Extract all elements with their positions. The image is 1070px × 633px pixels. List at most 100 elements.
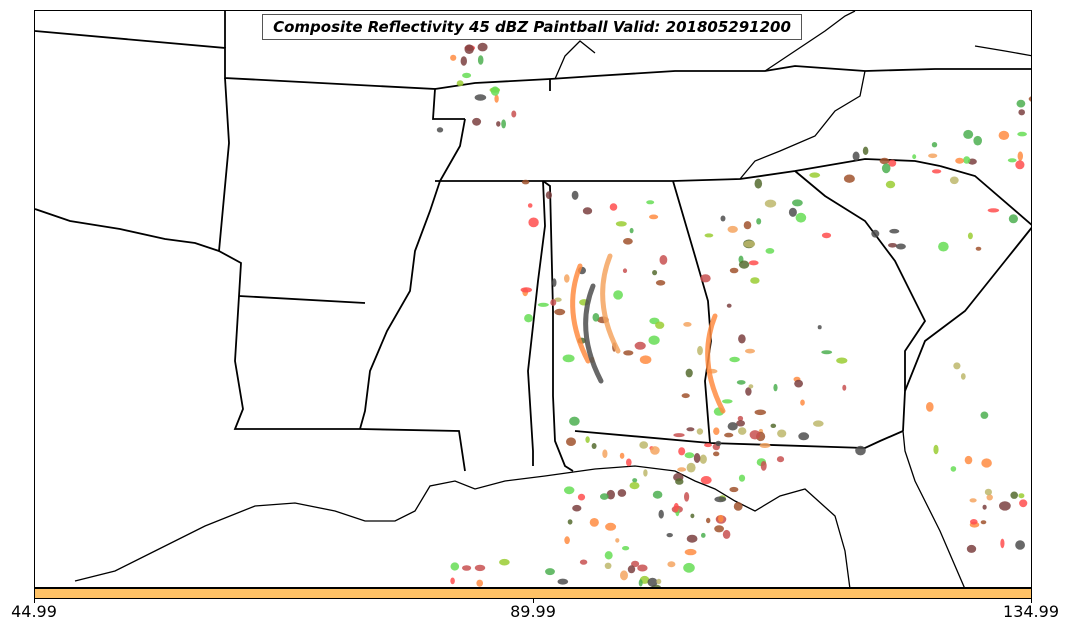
paintball-blob bbox=[986, 494, 993, 501]
paintball-blob bbox=[1010, 491, 1018, 499]
paintball-blob bbox=[564, 274, 570, 283]
coast-path bbox=[974, 45, 1031, 57]
paintball-blob bbox=[637, 564, 648, 572]
paintball-blob bbox=[888, 159, 897, 167]
colorbar-tick-label: 134.99 bbox=[1003, 602, 1059, 621]
paintball-blob bbox=[650, 446, 660, 455]
colorbar bbox=[34, 588, 1032, 599]
paintball-blob bbox=[511, 110, 517, 118]
paintball-blob bbox=[999, 501, 1011, 511]
paintball-blob bbox=[895, 243, 906, 250]
paintball-blob bbox=[557, 578, 569, 585]
paintball-blob bbox=[690, 513, 695, 519]
paintball-blob bbox=[604, 562, 612, 569]
paintball-blob bbox=[765, 248, 775, 254]
paintball-blob bbox=[843, 174, 855, 183]
border-path bbox=[574, 430, 904, 449]
paintball-blob bbox=[718, 514, 724, 523]
border-path bbox=[435, 158, 941, 182]
paintball-blob bbox=[564, 536, 570, 545]
paintball-blob bbox=[871, 229, 880, 238]
paintball-blob bbox=[738, 474, 746, 482]
paintball-blob bbox=[1007, 158, 1017, 163]
paintball-blob bbox=[969, 498, 977, 503]
paintball-blob bbox=[613, 290, 623, 300]
paintball-blob bbox=[521, 179, 530, 185]
paintball-blob bbox=[585, 436, 590, 443]
paintball-blob bbox=[683, 322, 692, 327]
paintball-blob bbox=[862, 146, 869, 155]
paintball-blob bbox=[960, 373, 966, 380]
paintball-blob bbox=[967, 232, 973, 240]
paintball-blob bbox=[928, 153, 938, 159]
paintball-blob bbox=[450, 562, 460, 571]
paintball-blob bbox=[686, 427, 695, 432]
paintball-blob bbox=[722, 399, 733, 404]
paintball-blob bbox=[773, 383, 778, 392]
paintball-blob bbox=[697, 345, 703, 356]
coast-path bbox=[554, 40, 596, 80]
colorbar-tick-label: 89.99 bbox=[510, 602, 556, 621]
paintball-blob bbox=[528, 217, 539, 228]
coast-path bbox=[902, 430, 965, 587]
paintball-blob bbox=[436, 127, 444, 133]
paintball-blob bbox=[648, 335, 660, 345]
paintball-blob bbox=[748, 260, 759, 266]
paintball-blob bbox=[524, 314, 533, 323]
paintball-blob bbox=[701, 532, 706, 538]
paintball-blob bbox=[1016, 99, 1026, 108]
paintball-blob bbox=[623, 238, 633, 245]
map-panel bbox=[34, 10, 1032, 588]
paintball-blob bbox=[729, 486, 739, 493]
paintball-blob bbox=[987, 208, 1000, 213]
paintball-blob bbox=[881, 163, 891, 174]
paintball-blob bbox=[490, 86, 500, 96]
paintball-blob bbox=[1015, 540, 1025, 550]
paintball-blob bbox=[685, 368, 693, 378]
paintball-blob bbox=[748, 384, 754, 389]
paintball-blob bbox=[980, 520, 987, 525]
paintball-blob bbox=[792, 199, 803, 207]
paintball-blob bbox=[675, 478, 684, 485]
paintball-blob bbox=[681, 393, 690, 399]
paintball-blob bbox=[750, 277, 760, 284]
paintball-blob bbox=[821, 350, 833, 355]
paintball-blob bbox=[545, 191, 552, 200]
map-title: Composite Reflectivity 45 dBZ Paintball … bbox=[262, 14, 802, 40]
paintball-blob bbox=[736, 380, 746, 385]
paintball-blob bbox=[727, 225, 738, 233]
paintball-blob bbox=[727, 422, 738, 431]
paintball-blob bbox=[704, 443, 712, 448]
paintball-blob bbox=[713, 427, 720, 436]
paintball-blob bbox=[713, 451, 720, 457]
paintball-blob bbox=[795, 212, 807, 223]
border-path bbox=[542, 180, 574, 472]
paintball-blob bbox=[964, 455, 973, 465]
colorbar-tick-label: 44.99 bbox=[11, 602, 57, 621]
paintball-blob bbox=[745, 387, 752, 396]
paintball-blob bbox=[798, 432, 810, 441]
paintball-blobs bbox=[436, 17, 1031, 587]
paintball-blob bbox=[545, 568, 555, 576]
paintball-blob bbox=[760, 461, 767, 471]
paintball-blob bbox=[501, 119, 506, 129]
paintball-blob bbox=[982, 504, 987, 510]
paintball-blob bbox=[879, 157, 890, 165]
paintball-blob bbox=[631, 560, 640, 568]
colorbar-tick bbox=[1031, 599, 1032, 603]
border-path bbox=[939, 165, 1031, 226]
paintball-blob bbox=[619, 452, 625, 459]
paintball-blob bbox=[615, 538, 620, 543]
paintball-blob bbox=[646, 200, 655, 205]
paintball-blob bbox=[777, 429, 787, 438]
paintball-blob bbox=[567, 519, 573, 525]
paintball-blob bbox=[981, 458, 992, 468]
paintball-blob bbox=[632, 478, 638, 483]
colorbar-tick bbox=[533, 599, 534, 603]
paintball-blob bbox=[647, 577, 658, 587]
paintball-blob bbox=[984, 488, 993, 496]
paintball-blob bbox=[938, 241, 949, 252]
paintball-blob bbox=[1018, 493, 1025, 499]
paintball-blob bbox=[499, 558, 510, 566]
paintball-blob bbox=[609, 203, 618, 211]
